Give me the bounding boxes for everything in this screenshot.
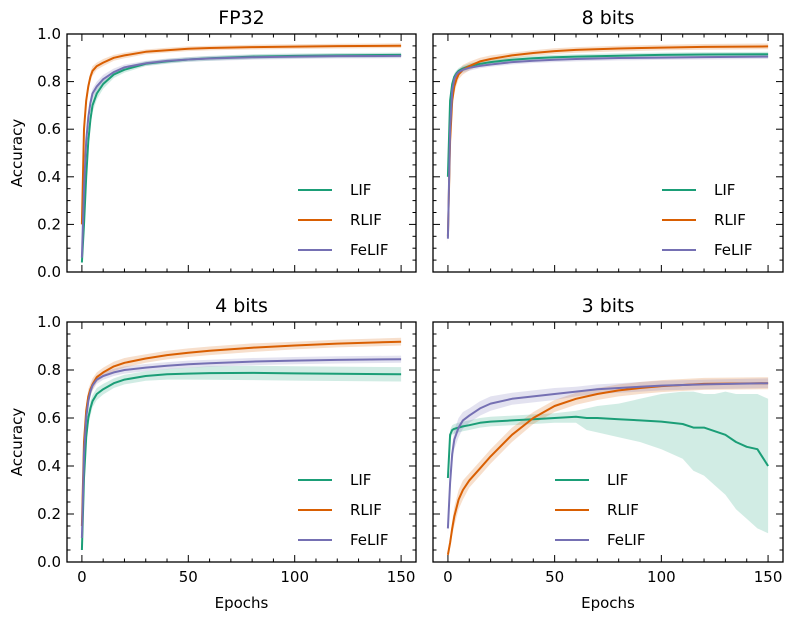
- series-line-felif: [446, 55, 769, 239]
- legend-label-lif: LIF: [607, 471, 628, 489]
- x-tick-label: 150: [754, 568, 783, 586]
- x-tick-label: 50: [179, 568, 198, 586]
- legend-label-lif: LIF: [350, 471, 371, 489]
- legend-label-felif: FeLIF: [607, 531, 645, 549]
- x-axis-label: Epochs: [581, 594, 635, 612]
- band-lif: [81, 52, 402, 268]
- panel-2: 8 bits LIF RLIF FeLIF: [432, 7, 784, 273]
- axes-frame: [432, 33, 784, 273]
- panel-title: 3 bits: [582, 295, 635, 317]
- series-line-rlif: [80, 44, 402, 225]
- x-tick-label: 50: [545, 568, 564, 586]
- series-line-rlif: [446, 382, 769, 555]
- series-line-felif: [80, 358, 402, 539]
- y-tick-label: 0.4: [37, 457, 61, 475]
- legend-label-rlif: RLIF: [714, 211, 746, 229]
- y-tick-label: 1.0: [37, 25, 61, 43]
- y-axis-label: Accuracy: [8, 119, 26, 188]
- series-line-rlif: [446, 45, 769, 237]
- y-tick-label: 0.4: [37, 168, 61, 186]
- y-tick-label: 0.2: [37, 215, 61, 233]
- legend-label-rlif: RLIF: [350, 211, 382, 229]
- legend-label-lif: LIF: [714, 181, 735, 199]
- x-tick-label: 0: [77, 568, 87, 586]
- band-lif: [447, 51, 769, 184]
- band-felif: [81, 355, 402, 543]
- y-tick-label: 0.2: [37, 505, 61, 523]
- panel-title: 4 bits: [215, 295, 268, 317]
- series-line-lif: [446, 53, 769, 177]
- legend-label-felif: FeLIF: [350, 241, 388, 259]
- band-rlif: [81, 43, 402, 232]
- panel-1: FP32 0.0 0.2 0.4 0.6 0.8 1.0 Accuracy LIF RLIF FeL…: [8, 7, 417, 281]
- y-axis-label: Accuracy: [8, 408, 26, 477]
- x-tick-label: 0: [443, 568, 453, 586]
- legend-label-felif: FeLIF: [714, 241, 752, 259]
- y-tick-label: 0.6: [37, 120, 61, 138]
- y-tick-label: 1.0: [37, 313, 61, 331]
- series-line-felif: [80, 54, 402, 258]
- x-tick-label: 150: [387, 568, 416, 586]
- x-tick-label: 100: [647, 568, 676, 586]
- series-line-lif: [446, 415, 769, 479]
- panel-title: 8 bits: [582, 7, 635, 29]
- panel-4: 3 bits 0 50 100 150 Epochs LIF RLIF FeLIF: [432, 295, 784, 612]
- panel-title: FP32: [218, 7, 265, 29]
- x-tick-label: 100: [280, 568, 309, 586]
- y-tick-label: 0.8: [37, 361, 61, 379]
- series-line-lif: [80, 371, 402, 551]
- x-axis-label: Epochs: [215, 594, 269, 612]
- panel-3: 4 bits 0 50 100 150 Epochs 0.0 0.2 0.4 0.6 0.8 1.0 A…: [8, 295, 417, 612]
- legend-label-lif: LIF: [350, 181, 371, 199]
- series-line-felif: [446, 382, 769, 529]
- legend-label-rlif: RLIF: [350, 501, 382, 519]
- y-tick-label: 0.0: [37, 553, 61, 571]
- legend-label-rlif: RLIF: [607, 501, 639, 519]
- y-tick-label: 0.6: [37, 409, 61, 427]
- series-line-lif: [80, 53, 402, 263]
- y-tick-label: 0.0: [37, 263, 61, 281]
- band-felif: [81, 53, 402, 263]
- legend-label-felif: FeLIF: [350, 531, 388, 549]
- band-lif: [447, 391, 769, 534]
- y-tick-label: 0.8: [37, 73, 61, 91]
- band-lif: [81, 365, 402, 555]
